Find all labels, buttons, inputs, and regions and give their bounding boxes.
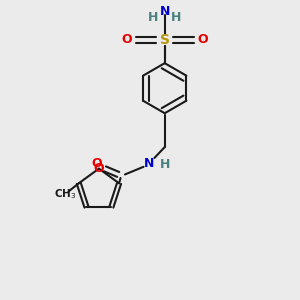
Text: O: O — [94, 162, 104, 175]
Text: O: O — [198, 33, 208, 46]
Text: H: H — [148, 11, 158, 24]
Text: H: H — [171, 11, 182, 24]
Text: N: N — [160, 4, 170, 18]
Text: N: N — [144, 157, 154, 170]
Text: CH$_3$: CH$_3$ — [54, 188, 77, 201]
Text: O: O — [92, 157, 102, 170]
Text: S: S — [160, 33, 170, 46]
Text: O: O — [121, 33, 132, 46]
Text: H: H — [160, 158, 170, 171]
